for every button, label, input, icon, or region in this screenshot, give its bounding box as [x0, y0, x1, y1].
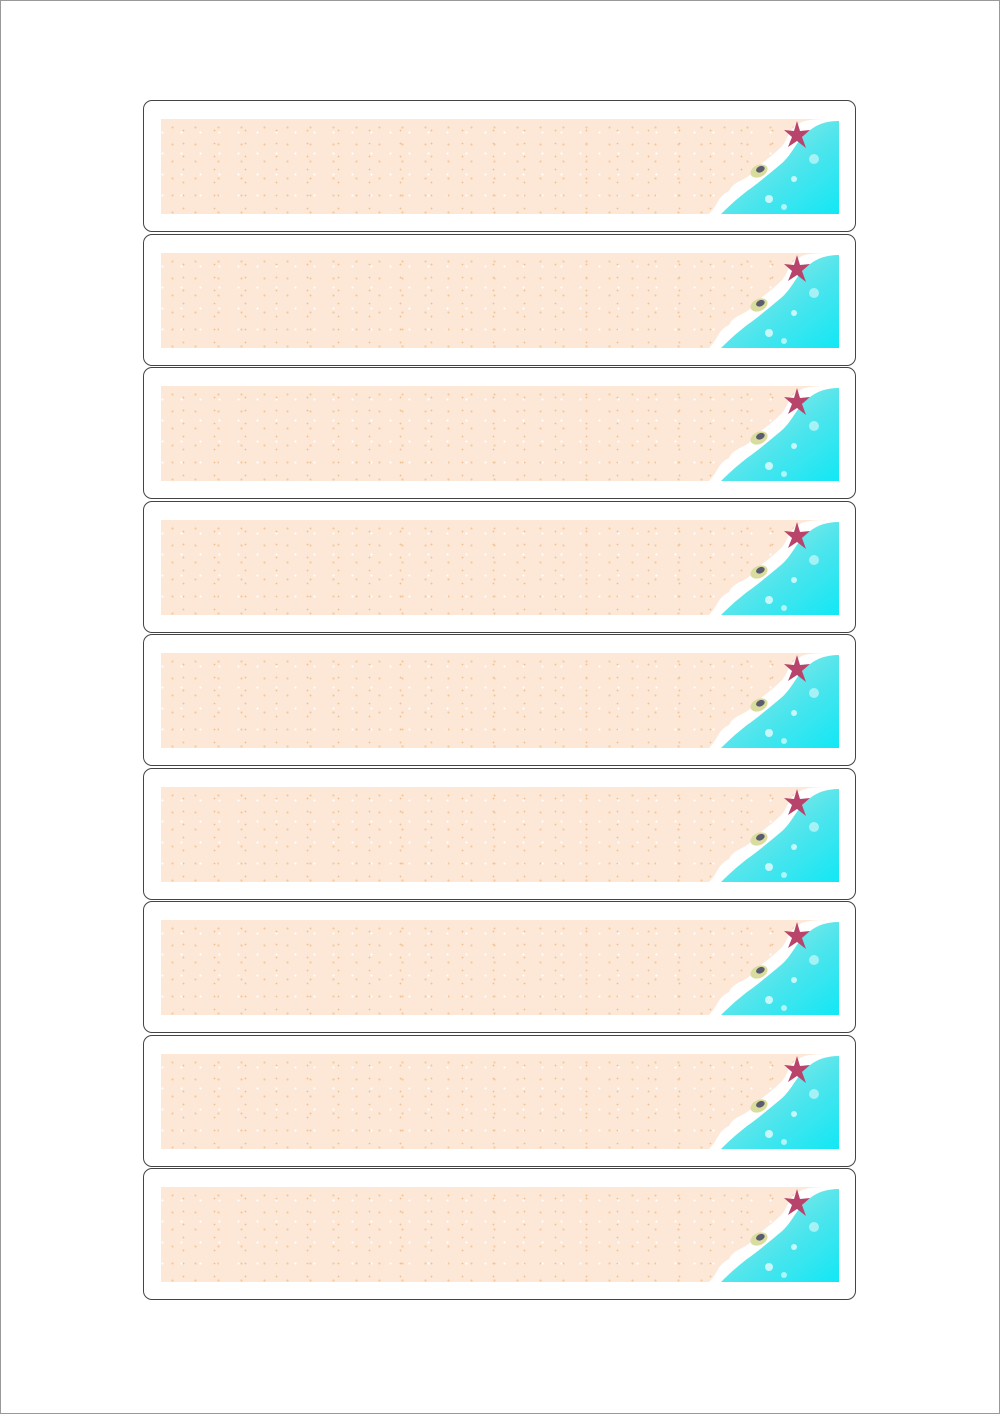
starfish-icon [784, 1189, 810, 1216]
label-sand-background [161, 653, 839, 748]
wave-icon [709, 119, 839, 214]
label-sand-background [161, 519, 839, 615]
label-3 [143, 367, 856, 499]
beach-wave-decoration [709, 519, 839, 615]
wave-icon [709, 386, 839, 481]
beach-wave-decoration [709, 119, 839, 214]
label-5 [143, 634, 856, 766]
label-sand-background [161, 386, 839, 481]
label-sand-background [161, 1053, 839, 1149]
starfish-icon [784, 521, 810, 549]
seashell-icon [750, 564, 768, 579]
beach-wave-decoration [709, 653, 839, 748]
beach-wave-decoration [709, 1187, 839, 1282]
label-sand-background [161, 920, 839, 1015]
starfish-icon [784, 254, 810, 282]
wave-icon [709, 252, 839, 348]
label-4 [143, 500, 856, 633]
starfish-icon [784, 655, 810, 682]
label-sand-background [161, 119, 839, 214]
seashell-icon [750, 965, 768, 979]
wave-icon [709, 786, 839, 882]
seashell-icon [750, 831, 768, 846]
seashell-icon [750, 1098, 768, 1113]
wave-icon [709, 920, 839, 1015]
label-8 [143, 1034, 856, 1167]
beach-wave-decoration [709, 920, 839, 1015]
wave-icon [709, 653, 839, 748]
label-7 [143, 901, 856, 1033]
starfish-icon [784, 121, 810, 148]
label-sand-background [161, 786, 839, 882]
seashell-icon [750, 1232, 768, 1246]
seashell-icon [750, 698, 768, 712]
starfish-icon [784, 922, 810, 949]
label-1 [143, 100, 856, 232]
starfish-icon [784, 788, 810, 816]
seashell-icon [750, 164, 768, 178]
wave-icon [709, 1053, 839, 1149]
label-sand-background [161, 252, 839, 348]
beach-wave-decoration [709, 1053, 839, 1149]
wave-icon [709, 1187, 839, 1282]
label-6 [143, 767, 856, 900]
starfish-icon [784, 1055, 810, 1083]
starfish-icon [784, 388, 810, 415]
wave-icon [709, 519, 839, 615]
seashell-icon [750, 297, 768, 312]
beach-wave-decoration [709, 386, 839, 481]
seashell-icon [750, 431, 768, 445]
label-sand-background [161, 1187, 839, 1282]
beach-wave-decoration [709, 786, 839, 882]
label-2 [143, 233, 856, 366]
beach-wave-decoration [709, 252, 839, 348]
label-9 [143, 1168, 856, 1300]
